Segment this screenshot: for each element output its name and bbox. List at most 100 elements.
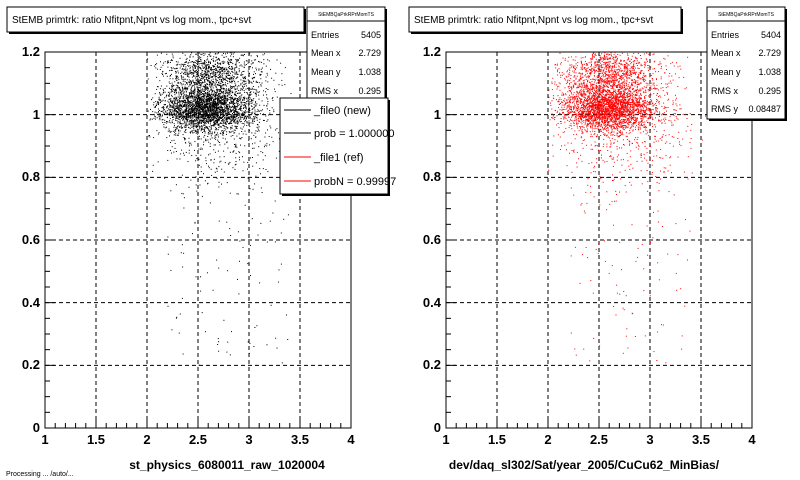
- left-stats-entries: 5405: [361, 30, 381, 40]
- scatter-point: [249, 107, 250, 109]
- scatter-point: [245, 119, 246, 121]
- scatter-point: [226, 221, 228, 223]
- scatter-point: [186, 115, 188, 117]
- scatter-point: [241, 65, 243, 67]
- scatter-point: [590, 72, 591, 74]
- scatter-point: [212, 115, 214, 117]
- scatter-point: [171, 87, 173, 89]
- scatter-point: [666, 141, 668, 143]
- scatter-point: [195, 119, 197, 121]
- scatter-point: [252, 62, 254, 64]
- scatter-point: [195, 114, 197, 116]
- scatter-point: [174, 147, 176, 149]
- scatter-point: [172, 106, 174, 108]
- scatter-point: [197, 73, 199, 75]
- scatter-point: [230, 120, 232, 122]
- scatter-point: [217, 105, 219, 107]
- scatter-point: [186, 72, 188, 74]
- scatter-point: [177, 70, 179, 72]
- scatter-point: [602, 94, 604, 96]
- scatter-point: [156, 68, 158, 70]
- scatter-point: [232, 53, 234, 55]
- scatter-point: [633, 81, 635, 83]
- scatter-point: [235, 88, 236, 90]
- scatter-point: [226, 85, 227, 87]
- scatter-point: [167, 61, 169, 63]
- scatter-point: [624, 64, 626, 66]
- scatter-point: [204, 135, 206, 136]
- scatter-point: [218, 108, 220, 110]
- scatter-point: [213, 109, 215, 111]
- scatter-point: [225, 53, 226, 55]
- scatter-point: [256, 91, 258, 93]
- scatter-point: [193, 131, 195, 133]
- scatter-point: [229, 116, 231, 118]
- scatter-point: [211, 96, 213, 98]
- scatter-point: [210, 110, 212, 112]
- scatter-point: [205, 106, 207, 108]
- scatter-point: [197, 133, 199, 135]
- scatter-point: [177, 121, 179, 123]
- scatter-point: [166, 62, 168, 64]
- scatter-point: [223, 112, 224, 114]
- scatter-point: [208, 69, 210, 71]
- scatter-point: [613, 128, 615, 130]
- scatter-point: [207, 71, 209, 73]
- scatter-point: [214, 84, 216, 86]
- scatter-point: [223, 110, 225, 112]
- scatter-point: [209, 67, 211, 69]
- scatter-point: [180, 252, 182, 254]
- scatter-point: [256, 130, 258, 132]
- scatter-point: [228, 63, 230, 65]
- scatter-point: [210, 125, 212, 127]
- scatter-point: [161, 111, 163, 112]
- scatter-point: [221, 97, 222, 99]
- scatter-point: [192, 68, 194, 70]
- scatter-point: [190, 54, 192, 56]
- scatter-point: [238, 85, 240, 87]
- scatter-point: [180, 104, 182, 106]
- scatter-point: [246, 117, 247, 119]
- scatter-point: [618, 126, 620, 128]
- scatter-point: [235, 105, 237, 107]
- scatter-point: [199, 61, 201, 62]
- scatter-point: [257, 56, 258, 58]
- scatter-point: [181, 71, 183, 73]
- scatter-point: [180, 82, 182, 84]
- scatter-point: [168, 114, 170, 116]
- scatter-point: [251, 102, 253, 104]
- scatter-point: [171, 146, 173, 148]
- scatter-point: [217, 344, 219, 345]
- scatter-point: [170, 75, 171, 76]
- scatter-point: [171, 90, 173, 91]
- scatter-point: [234, 64, 236, 66]
- scatter-point: [221, 109, 223, 111]
- scatter-point: [213, 137, 215, 139]
- scatter-point: [212, 94, 214, 96]
- scatter-point: [217, 108, 219, 110]
- scatter-point: [646, 61, 648, 63]
- scatter-point: [265, 76, 267, 78]
- scatter-point: [218, 106, 220, 108]
- scatter-point: [220, 68, 222, 70]
- scatter-point: [236, 60, 238, 61]
- scatter-point: [216, 53, 218, 55]
- scatter-point: [243, 80, 245, 82]
- scatter-point: [185, 116, 187, 118]
- scatter-point: [248, 88, 249, 90]
- scatter-point: [164, 177, 166, 179]
- scatter-point: [207, 126, 208, 128]
- scatter-point: [266, 120, 268, 122]
- scatter-point: [213, 108, 215, 110]
- scatter-point: [214, 76, 216, 78]
- scatter-point: [201, 74, 203, 76]
- scatter-point: [203, 100, 205, 102]
- scatter-point: [599, 96, 601, 98]
- scatter-point: [248, 89, 250, 91]
- scatter-point: [238, 151, 240, 153]
- scatter-point: [225, 90, 227, 92]
- scatter-point: [212, 105, 214, 107]
- scatter-point: [631, 68, 633, 70]
- scatter-point: [184, 88, 186, 90]
- scatter-point: [196, 76, 198, 78]
